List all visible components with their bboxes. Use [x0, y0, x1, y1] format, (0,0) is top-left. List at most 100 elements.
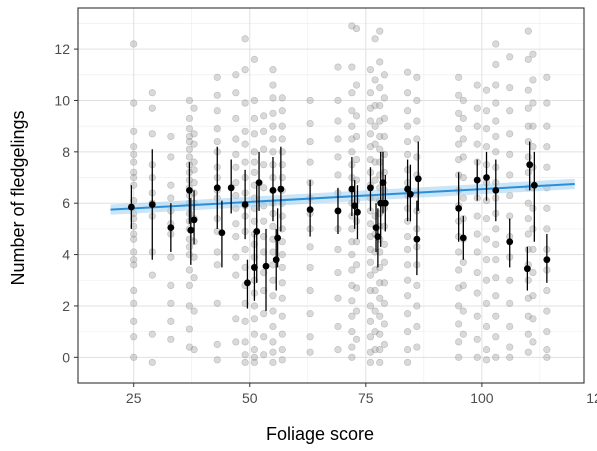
raw-point [403, 232, 412, 241]
mean-point [277, 185, 285, 193]
raw-point [260, 184, 268, 192]
mean-point [413, 235, 421, 243]
raw-point [348, 135, 356, 143]
mean-point [404, 185, 411, 193]
raw-point [455, 284, 463, 292]
raw-point [529, 292, 537, 300]
raw-point [190, 346, 198, 354]
raw-point [334, 135, 342, 143]
raw-point [455, 320, 463, 328]
raw-point [455, 125, 463, 133]
raw-point [413, 117, 421, 125]
raw-point [167, 335, 175, 343]
raw-point [376, 294, 384, 302]
raw-point [473, 104, 481, 112]
mean-point [354, 208, 361, 216]
mean-point [483, 174, 490, 181]
mean-point [306, 206, 314, 214]
raw-point [529, 338, 537, 346]
raw-point [334, 245, 342, 254]
raw-point [148, 89, 156, 97]
raw-point [376, 27, 384, 35]
raw-point [213, 137, 221, 146]
raw-point [130, 299, 138, 307]
x-tick-label: 125 [586, 390, 597, 406]
raw-point [278, 173, 286, 182]
raw-point [376, 330, 384, 338]
raw-point [250, 158, 259, 166]
raw-point [473, 289, 481, 297]
raw-point [543, 122, 551, 130]
raw-point [529, 76, 537, 84]
raw-point [306, 348, 314, 356]
raw-point [366, 143, 375, 151]
raw-point [269, 307, 277, 315]
raw-point [278, 312, 286, 320]
raw-point [492, 353, 500, 361]
raw-point [473, 268, 481, 277]
raw-point [529, 99, 537, 107]
raw-point [260, 145, 268, 153]
raw-point [232, 163, 240, 171]
raw-point [506, 212, 514, 220]
raw-point [260, 333, 268, 341]
raw-point [232, 114, 240, 123]
raw-point [366, 220, 375, 228]
raw-point [348, 63, 356, 71]
raw-point [524, 348, 532, 356]
raw-point [506, 171, 514, 179]
raw-point [492, 333, 500, 341]
raw-point [232, 271, 240, 279]
raw-point [352, 132, 361, 141]
raw-point [380, 340, 388, 349]
raw-point [455, 91, 463, 99]
mean-point [492, 186, 500, 194]
raw-point [403, 245, 412, 254]
raw-point [492, 274, 500, 282]
raw-point [529, 143, 537, 151]
raw-point [269, 322, 277, 331]
raw-point [492, 312, 500, 320]
raw-point [482, 107, 491, 115]
raw-point [260, 268, 268, 277]
raw-point [278, 238, 286, 246]
x-axis-title: Foliage score [266, 424, 374, 444]
raw-point [185, 243, 194, 251]
raw-point [543, 143, 551, 151]
raw-point [130, 150, 138, 159]
raw-point [473, 312, 481, 320]
raw-point [492, 256, 500, 264]
raw-point [352, 81, 361, 89]
raw-point [269, 276, 277, 284]
raw-point [148, 104, 156, 112]
raw-point [366, 232, 375, 241]
y-tick-label: 10 [54, 92, 70, 108]
raw-point [213, 91, 221, 99]
raw-point [334, 268, 342, 277]
raw-point [352, 238, 361, 246]
raw-point [413, 302, 421, 310]
raw-point [371, 346, 379, 354]
raw-point [492, 132, 500, 141]
raw-point [241, 338, 249, 346]
raw-point [260, 127, 268, 135]
raw-point [543, 99, 551, 107]
raw-point [348, 343, 356, 351]
raw-point [371, 307, 379, 315]
raw-point [524, 312, 532, 320]
raw-point [130, 261, 138, 269]
raw-point [232, 179, 240, 187]
raw-point [278, 330, 286, 338]
raw-point [459, 114, 467, 123]
raw-point [529, 315, 537, 323]
raw-point [380, 320, 388, 328]
raw-point [376, 279, 384, 287]
raw-point [366, 271, 375, 279]
raw-point [366, 104, 375, 112]
raw-point [278, 294, 286, 302]
raw-point [492, 117, 500, 125]
raw-point [250, 96, 259, 105]
raw-point [334, 171, 342, 179]
raw-point [269, 292, 277, 300]
raw-point [482, 86, 491, 94]
